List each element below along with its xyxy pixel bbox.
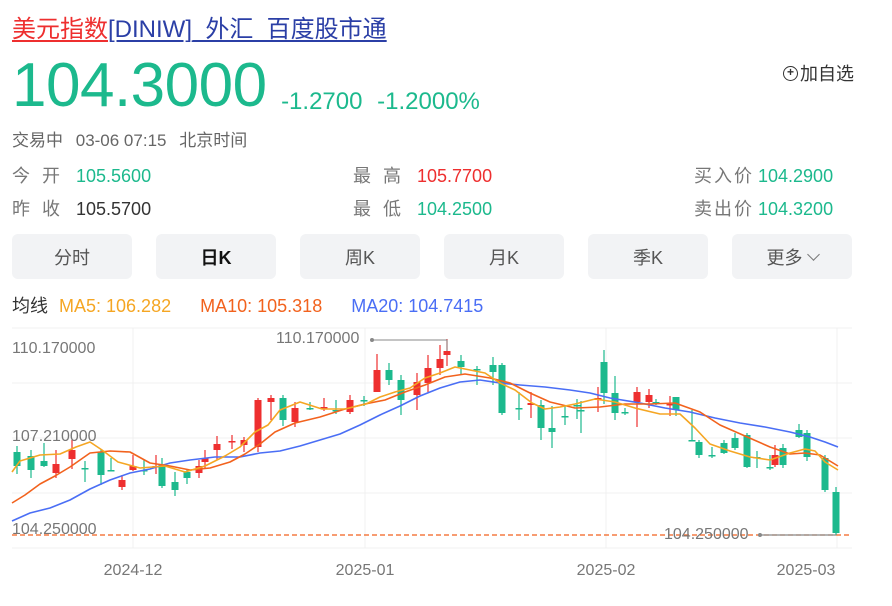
x-axis-label: 2024-12: [103, 562, 163, 579]
quote-value: 104.3200: [758, 199, 834, 219]
price-block: 104.3000 -1.2700 -1.2000%: [12, 50, 480, 122]
y-axis-label-min: 104.250000: [12, 521, 97, 538]
quote-label: 今开: [12, 166, 72, 186]
quote-label: 买入价: [694, 166, 754, 186]
tab-monthly-k[interactable]: 月K: [444, 234, 564, 279]
price-change: -1.2700 -1.2000%: [281, 88, 480, 116]
quote-value: 105.5600: [76, 166, 152, 186]
tab-daily-k[interactable]: 日K: [156, 234, 276, 279]
quote-label: 最低: [353, 199, 413, 219]
quote-label: 卖出价: [694, 199, 754, 219]
page-title: 美元指数[DINIW]_外汇_百度股市通: [12, 14, 387, 46]
trading-status: 交易中 03-06 07:15 北京时间: [12, 126, 247, 151]
quote-prev-close: 昨收 105.5700: [12, 195, 151, 221]
trading-state: 交易中: [12, 131, 63, 150]
x-axis-label: 2025-01: [335, 562, 395, 579]
tab-more[interactable]: 更多: [732, 234, 852, 279]
ma20-value: MA20: 104.7415: [351, 296, 484, 316]
period-tabs: 分时 日K 周K 月K 季K 更多: [12, 234, 852, 279]
tab-intraday[interactable]: 分时: [12, 234, 132, 279]
max-price-annotation: 110.170000: [276, 330, 360, 347]
quote-value: 105.7700: [417, 166, 493, 186]
change-value: -1.2700: [281, 88, 363, 115]
quote-ask: 卖出价 104.3200: [694, 195, 833, 221]
quote-time: 03-06 07:15: [75, 131, 167, 150]
x-axis-label: 2025-03: [776, 562, 836, 579]
instrument-title-link[interactable]: [DINIW]_外汇_百度股市通: [108, 16, 387, 43]
timezone: 北京时间: [179, 131, 248, 150]
tab-weekly-k[interactable]: 周K: [300, 234, 420, 279]
ma5-value: MA5: 106.282: [59, 296, 172, 316]
quote-label: 最高: [353, 166, 413, 186]
watch-label: 加自选: [800, 64, 854, 84]
x-axis-label: 2025-02: [576, 562, 636, 579]
quote-low: 最低 104.2500: [353, 195, 492, 221]
current-price: 104.3000: [12, 51, 267, 120]
quote-value: 105.5700: [76, 199, 152, 219]
instrument-name-link[interactable]: 美元指数: [12, 16, 108, 43]
quote-open: 今开 105.5600: [12, 162, 151, 188]
quote-bid: 买入价 104.2900: [694, 162, 833, 188]
quote-value: 104.2500: [417, 199, 493, 219]
tab-quarterly-k[interactable]: 季K: [588, 234, 708, 279]
plus-circle-icon: +: [783, 65, 798, 81]
chevron-down-icon: [806, 247, 820, 261]
quote-value: 104.2900: [758, 166, 834, 186]
quote-label: 昨收: [12, 199, 72, 219]
y-axis-label-max: 110.170000: [12, 340, 96, 357]
ma10-value: MA10: 105.318: [200, 296, 323, 316]
change-percent: -1.2000%: [377, 88, 480, 115]
moving-average-legend: 均线 MA5: 106.282 MA10: 105.318 MA20: 104.…: [12, 292, 483, 318]
min-price-annotation: 104.250000: [664, 526, 749, 543]
y-axis-label-mid: 107.210000: [12, 428, 97, 445]
quote-high: 最高 105.7700: [353, 162, 492, 188]
ma-label: 均线: [12, 296, 48, 316]
add-to-watchlist-button[interactable]: + 加自选: [783, 60, 854, 86]
